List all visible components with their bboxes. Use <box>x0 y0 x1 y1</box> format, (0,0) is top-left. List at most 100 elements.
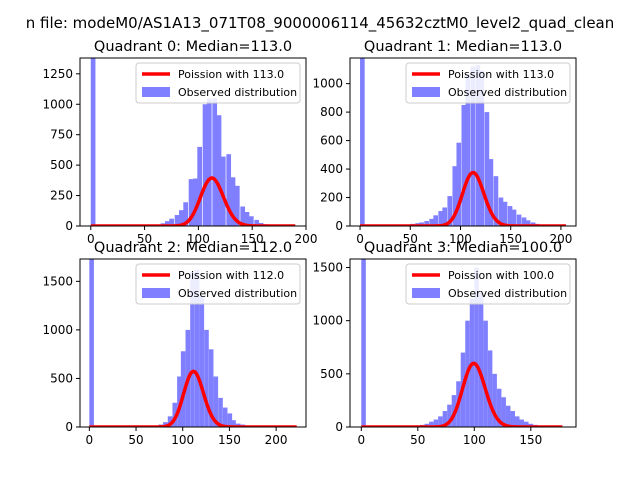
histogram-bar <box>433 419 439 427</box>
quadrant-panel-2 <box>76 258 307 431</box>
y-tick-label: 0 <box>65 420 73 434</box>
x-tick-label: 50 <box>137 232 152 246</box>
y-tick-label: 750 <box>50 128 73 142</box>
histogram-bar <box>194 269 200 427</box>
histogram-bar <box>204 329 209 427</box>
panel-title: Quadrant 3: Median=100.0 <box>364 240 562 256</box>
legend-bar-swatch <box>412 288 440 298</box>
y-tick-label: 1000 <box>42 97 73 111</box>
poisson-fit-line <box>88 369 298 427</box>
y-tick-label: 1250 <box>42 67 73 81</box>
histogram-bar <box>438 416 443 427</box>
histogram-bar <box>429 421 434 427</box>
histogram-bar <box>244 212 250 226</box>
x-tick-label: 200 <box>265 433 288 447</box>
histogram-bar <box>208 349 214 427</box>
histogram-bar <box>240 206 246 226</box>
histogram-bar <box>492 373 497 427</box>
histogram-bar <box>220 156 226 226</box>
legend-bar-label: Observed distribution <box>178 287 297 300</box>
x-tick-label: 200 <box>549 232 572 246</box>
axes-frame <box>349 57 577 227</box>
y-tick-label: 0 <box>335 219 343 233</box>
legend-fit-label: Poission with 112.0 <box>178 269 284 282</box>
y-tick-label: 400 <box>320 162 343 176</box>
figure-suptitle: n file: modeM0/AS1A13_071T08_9000006114_… <box>25 14 615 32</box>
legend-bar-label: Observed distribution <box>448 86 567 99</box>
y-tick-label: 0 <box>65 219 73 233</box>
x-tick-label: 0 <box>86 433 94 447</box>
histogram-bar <box>197 146 202 226</box>
histogram-bar <box>361 259 366 427</box>
histogram-bar <box>193 178 198 226</box>
histogram-bar <box>479 70 485 226</box>
histogram-bar <box>501 397 506 427</box>
histogram-bar <box>488 159 494 226</box>
histogram-bar <box>484 112 490 226</box>
histogram-bar <box>510 411 515 427</box>
x-tick-label: 150 <box>218 433 241 447</box>
histogram-bar <box>516 214 522 226</box>
legend-bar-label: Observed distribution <box>448 287 567 300</box>
quadrant-panel-0 <box>76 57 307 230</box>
histogram-bar <box>177 376 182 427</box>
histogram-bar <box>452 166 458 226</box>
legend-box <box>405 263 571 305</box>
histogram-bar <box>530 222 536 226</box>
x-tick-label: 150 <box>519 433 542 447</box>
y-tick-label: 1000 <box>42 323 73 337</box>
x-tick-label: 50 <box>410 433 425 447</box>
legend-box <box>405 62 571 104</box>
histogram-bar <box>433 215 438 226</box>
x-tick-label: 100 <box>463 433 486 447</box>
x-tick-label: 0 <box>356 232 364 246</box>
panel-title: Quadrant 1: Median=113.0 <box>364 39 562 55</box>
histogram-bar <box>465 74 471 226</box>
x-tick-label: 100 <box>187 232 210 246</box>
histogram-bar <box>525 220 531 226</box>
axes-frame <box>79 258 307 428</box>
histogram-bar <box>519 419 525 427</box>
histogram-bar <box>419 222 424 226</box>
panel-title: Quadrant 2: Median=112.0 <box>94 240 292 256</box>
x-tick-label: 50 <box>128 433 143 447</box>
legend-bar-swatch <box>142 288 170 298</box>
histogram-bar <box>89 259 94 427</box>
y-tick-label: 500 <box>320 367 343 381</box>
legend-bar-swatch <box>142 87 170 97</box>
legend-box <box>135 62 301 104</box>
histogram-bar <box>447 196 453 226</box>
histogram-bar <box>254 219 260 226</box>
histogram-bar <box>218 397 223 427</box>
histogram-bar <box>461 104 467 226</box>
y-tick-label: 0 <box>335 420 343 434</box>
histogram-bar <box>475 65 481 226</box>
plot-area <box>359 58 567 226</box>
y-tick-label: 1000 <box>312 314 343 328</box>
histogram-bar <box>507 206 513 226</box>
x-tick-label: 0 <box>357 433 365 447</box>
histogram-bar <box>165 221 170 226</box>
histogram-bar <box>502 201 508 226</box>
histogram-bar <box>456 142 462 226</box>
histogram-bar <box>521 217 527 226</box>
legend-bar-label: Observed distribution <box>178 86 297 99</box>
histogram-bar <box>226 154 232 226</box>
histogram-bar <box>190 271 195 427</box>
histogram-bar <box>429 218 434 226</box>
histogram-bar <box>496 388 502 427</box>
histogram-bar <box>478 293 484 427</box>
axes-frame <box>79 57 307 227</box>
y-tick-label: 500 <box>50 158 73 172</box>
histogram-bar <box>222 407 228 427</box>
histogram-bar <box>511 209 517 226</box>
histogram-bar <box>474 267 479 427</box>
histogram-bar <box>231 420 236 427</box>
histogram-bar <box>179 210 184 226</box>
y-tick-label: 200 <box>320 191 343 205</box>
y-tick-label: 1500 <box>312 261 343 275</box>
plot-area <box>88 259 298 427</box>
quadrant-panel-3 <box>346 258 577 431</box>
y-tick-label: 800 <box>320 105 343 119</box>
histogram-bar <box>199 295 205 427</box>
